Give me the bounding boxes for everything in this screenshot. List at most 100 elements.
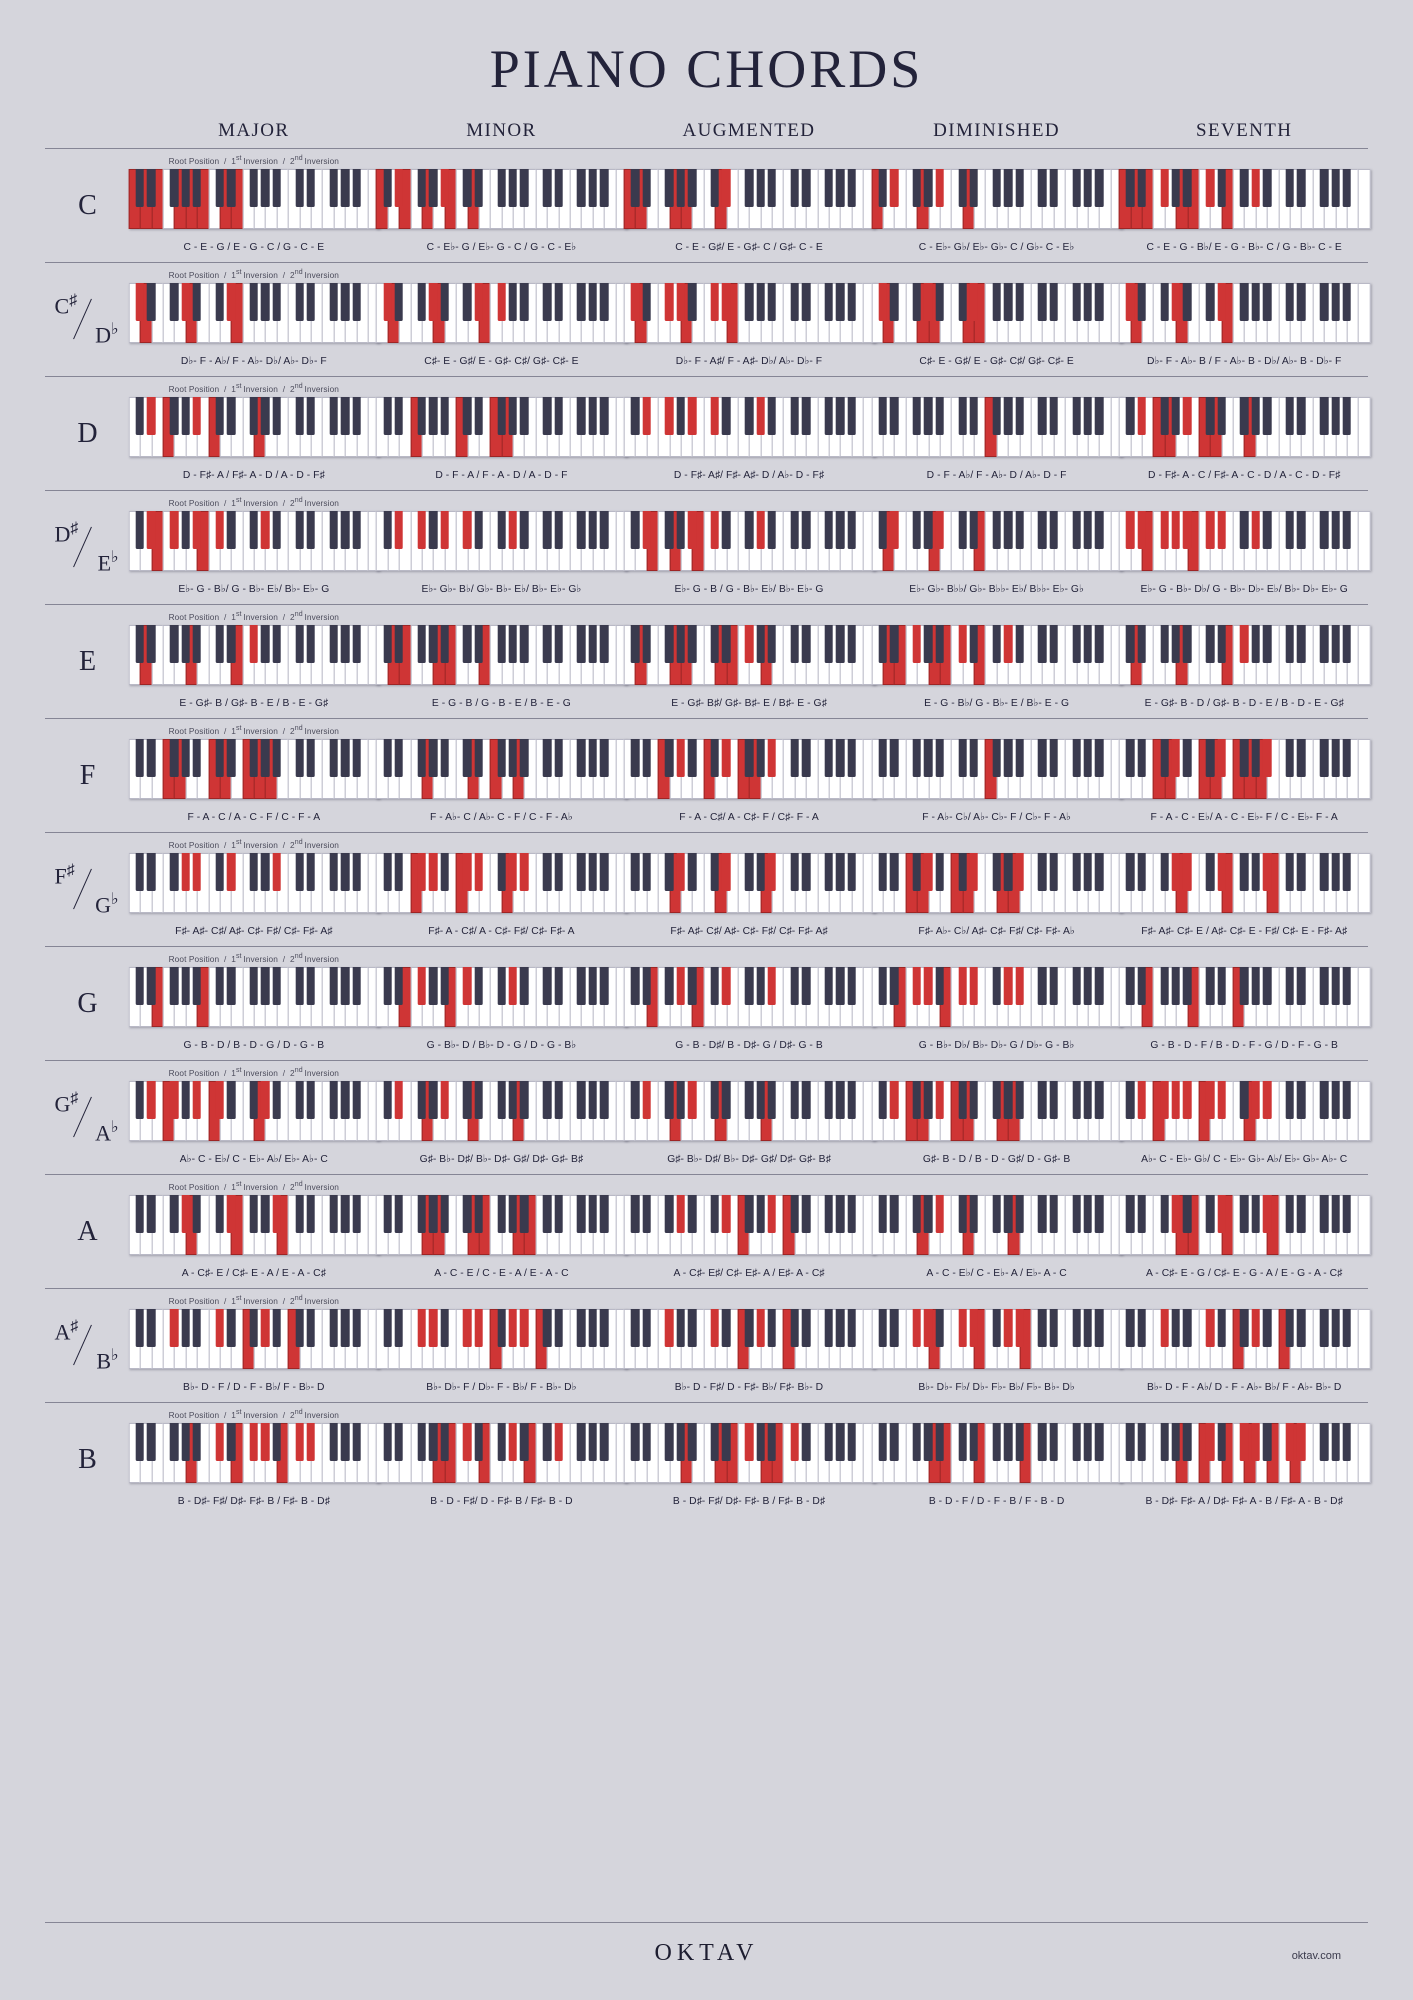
chord-cell[interactable]: G♯- B♭- D♯/ B♭- D♯- G♯/ D♯- G♯- B♯ — [376, 1061, 628, 1174]
chord-cell[interactable]: Root Position / 1st Inversion / 2nd Inve… — [128, 1403, 381, 1516]
chord-notes-label: G - B - D / B - D - G / D - G - B — [183, 1040, 325, 1051]
root-label: F — [79, 759, 96, 791]
root-note-cell: E — [45, 605, 130, 718]
piano-keyboard — [623, 1195, 876, 1255]
chord-cell[interactable]: A - C - E / C - E - A / E - A - C — [376, 1175, 628, 1288]
chord-notes-label: B - D♯- F♯/ D♯- F♯- B / F♯- B - D♯ — [672, 1496, 826, 1507]
white-key — [1358, 1195, 1371, 1255]
root-label: A — [77, 1215, 98, 1247]
chord-cell[interactable]: E - G♯- B♯/ G♯- B♯- E / B♯- E - G♯ — [623, 605, 876, 718]
chord-cell[interactable]: B - D♯- F♯/ D♯- F♯- B / F♯- B - D♯ — [623, 1403, 876, 1516]
column-header-minor: MINOR — [466, 120, 537, 141]
chord-notes-label: B♭- D - F♯/ D - F♯- B♭/ F♯- B♭- D — [674, 1382, 824, 1393]
chord-cell[interactable]: F - A - C♯/ A - C♯- F / C♯- F - A — [623, 719, 876, 832]
chord-cell[interactable]: Root Position / 1st Inversion / 2nd Inve… — [128, 1175, 381, 1288]
chord-cell[interactable]: F - A♭- C / A♭- C - F / C - F - A♭ — [376, 719, 628, 832]
chord-notes-label: A - C♯- E / C♯- E - A / E - A - C♯ — [181, 1268, 326, 1279]
piano-keyboard — [623, 169, 876, 229]
chord-cell[interactable]: E♭- G - B / G - B♭- E♭/ B♭- E♭- G — [623, 491, 876, 604]
chord-cell[interactable]: Root Position / 1st Inversion / 2nd Inve… — [128, 947, 381, 1060]
piano-keyboard — [623, 853, 876, 913]
chord-notes-label: A - C - E / C - E - A / E - A - C — [434, 1268, 569, 1279]
chord-notes-label: B♭- D♭- F / D♭- F - B♭/ F - B♭- D♭ — [426, 1382, 577, 1393]
chord-cell[interactable]: G - B - D♯/ B - D♯- G / D♯- G - B — [623, 947, 876, 1060]
chord-notes-label: F - A - C - E♭/ A - C - E♭- F / C - E♭- … — [1150, 812, 1338, 823]
piano-keyboard — [623, 625, 876, 685]
chord-cell[interactable]: F - A♭- C♭/ A♭- C♭- F / C♭- F - A♭ — [871, 719, 1123, 832]
chord-cell[interactable]: G - B♭- D / B♭- D - G / D - G - B♭ — [376, 947, 628, 1060]
chord-notes-label: D - F - A / F - A - D / A - D - F — [435, 470, 568, 481]
chord-cell[interactable]: E♭- G♭- B♭♭/ G♭- B♭♭- E♭/ B♭♭- E♭- G♭ — [871, 491, 1123, 604]
chord-cell[interactable]: B - D - F / D - F - B / F - B - D — [871, 1403, 1123, 1516]
chord-cell[interactable]: D - F - A♭/ F - A♭- D / A♭- D - F — [871, 377, 1123, 490]
chord-cell[interactable]: C - E - G♯/ E - G♯- C / G♯- C - E — [623, 149, 876, 262]
column-header-row: MAJOR MINOR AUGMENTED DIMINISHED SEVENTH — [45, 100, 1368, 148]
chord-cell[interactable]: Root Position / 1st Inversion / 2nd Inve… — [128, 377, 381, 490]
piano-keyboard — [623, 397, 876, 457]
chord-cell[interactable]: B - D - F♯/ D - F♯- B / F♯- B - D — [376, 1403, 628, 1516]
chord-cell[interactable]: Root Position / 1st Inversion / 2nd Inve… — [128, 263, 381, 376]
piano-keyboard — [128, 967, 381, 1027]
root-label: F♯ G♭ — [54, 861, 119, 918]
chord-cell[interactable]: B♭- D - F - A♭/ D - F - A♭- B♭/ F - A♭- … — [1118, 1289, 1371, 1402]
chord-cell[interactable]: E♭- G♭- B♭/ G♭- B♭- E♭/ B♭- E♭- G♭ — [376, 491, 628, 604]
chord-cell[interactable]: Root Position / 1st Inversion / 2nd Inve… — [128, 605, 381, 718]
chord-cell[interactable]: D - F - A / F - A - D / A - D - F — [376, 377, 628, 490]
chord-cell[interactable]: G - B♭- D♭/ B♭- D♭- G / D♭- G - B♭ — [871, 947, 1123, 1060]
chord-cell[interactable]: B♭- D♭- F♭/ D♭- F♭- B♭/ F♭- B♭- D♭ — [871, 1289, 1123, 1402]
chord-cell[interactable]: F♯- A - C♯/ A - C♯- F♯/ C♯- F♯- A — [376, 833, 628, 946]
chord-cell[interactable]: Root Position / 1st Inversion / 2nd Inve… — [128, 1289, 381, 1402]
piano-keyboard — [376, 1309, 628, 1369]
chord-cell[interactable]: D - F♯- A - C / F♯- A - C - D / A - C - … — [1118, 377, 1371, 490]
piano-keyboard — [871, 1195, 1123, 1255]
chord-notes-label: D♭- F - A♭- B / F - A♭- B - D♭/ A♭- B - … — [1146, 356, 1342, 367]
chord-cell[interactable]: A♭- C - E♭- G♭/ C - E♭- G♭- A♭/ E♭- G♭- … — [1118, 1061, 1371, 1174]
chord-cell[interactable]: C - E - G - B♭/ E - G - B♭- C / G - B♭- … — [1118, 149, 1371, 262]
row-divider — [45, 604, 1368, 605]
chord-cell[interactable]: C♯- E - G♯/ E - G♯- C♯/ G♯- C♯- E — [376, 263, 628, 376]
chord-cell[interactable]: F - A - C - E♭/ A - C - E♭- F / C - E♭- … — [1118, 719, 1371, 832]
chord-cell[interactable]: F♯- A♯- C♯/ A♯- C♯- F♯/ C♯- F♯- A♯ — [623, 833, 876, 946]
chord-cell[interactable]: Root Position / 1st Inversion / 2nd Inve… — [128, 833, 381, 946]
chord-cell[interactable]: A - C♯- E♯/ C♯- E♯- A / E♯- A - C♯ — [623, 1175, 876, 1288]
chord-cell[interactable]: E - G♯- B - D / G♯- B - D - E / B - D - … — [1118, 605, 1371, 718]
piano-keyboard — [871, 397, 1123, 457]
chord-cell[interactable]: B - D♯- F♯- A / D♯- F♯- A - B / F♯- A - … — [1118, 1403, 1371, 1516]
chord-cell[interactable]: B♭- D - F♯/ D - F♯- B♭/ F♯- B♭- D — [623, 1289, 876, 1402]
chord-cell[interactable]: G♯- B♭- D♯/ B♭- D♯- G♯/ D♯- G♯- B♯ — [623, 1061, 876, 1174]
chord-cell[interactable]: F♯- A♭- C♭/ A♯- C♯- F♯/ C♯- F♯- A♭ — [871, 833, 1123, 946]
chord-cell[interactable]: Root Position / 1st Inversion / 2nd Inve… — [128, 719, 381, 832]
chord-notes-label: G♯- B♭- D♯/ B♭- D♯- G♯/ D♯- G♯- B♯ — [419, 1154, 584, 1165]
chord-cell[interactable]: B♭- D♭- F / D♭- F - B♭/ F - B♭- D♭ — [376, 1289, 628, 1402]
chord-cell[interactable]: D - F♯- A♯/ F♯- A♯- D / A♭- D - F♯ — [623, 377, 876, 490]
piano-keyboard — [871, 1081, 1123, 1141]
piano-keyboard — [1118, 1309, 1371, 1369]
chord-cell[interactable]: F♯- A♯- C♯- E / A♯- C♯- E - F♯/ C♯- E - … — [1118, 833, 1371, 946]
chord-notes-label: G♯- B - D / B - D - G♯/ D - G♯- B — [922, 1154, 1071, 1165]
chord-cell[interactable]: E - G - B♭/ G - B♭- E / B♭- E - G — [871, 605, 1123, 718]
chord-cell[interactable]: G - B - D - F / B - D - F - G / D - F - … — [1118, 947, 1371, 1060]
chord-cell[interactable]: Root Position / 1st Inversion / 2nd Inve… — [128, 491, 381, 604]
chord-cell[interactable]: C♯- E - G♯/ E - G♯- C♯/ G♯- C♯- E — [871, 263, 1123, 376]
chord-cell[interactable]: A - C♯- E - G / C♯- E - G - A / E - G - … — [1118, 1175, 1371, 1288]
chord-notes-label: F♯- A♯- C♯/ A♯- C♯- F♯/ C♯- F♯- A♯ — [175, 926, 333, 937]
piano-keyboard — [128, 1081, 381, 1141]
chord-notes-label: G♯- B♭- D♯/ B♭- D♯- G♯/ D♯- G♯- B♯ — [667, 1154, 831, 1165]
root-note-cell: A — [45, 1175, 130, 1288]
chord-cell[interactable]: Root Position / 1st Inversion / 2nd Inve… — [128, 1061, 381, 1174]
chord-cell[interactable]: C - E♭- G♭/ E♭- G♭- C / G♭- C - E♭ — [871, 149, 1123, 262]
chord-cell[interactable]: Root Position / 1st Inversion / 2nd Inve… — [128, 149, 381, 262]
piano-keyboard — [871, 739, 1123, 799]
piano-keyboard — [1118, 511, 1371, 571]
chord-cell[interactable]: A - C - E♭/ C - E♭- A / E♭- A - C — [871, 1175, 1123, 1288]
piano-keyboard — [128, 1423, 381, 1483]
chord-cell[interactable]: C - E♭- G / E♭- G - C / G - C - E♭ — [376, 149, 628, 262]
chord-cell[interactable]: D♭- F - A♯/ F - A♯- D♭/ A♭- D♭- F — [623, 263, 876, 376]
chord-cell[interactable]: G♯- B - D / B - D - G♯/ D - G♯- B — [871, 1061, 1123, 1174]
chord-notes-label: D♭- F - A♯/ F - A♯- D♭/ A♭- D♭- F — [675, 356, 823, 367]
chord-cell[interactable]: E - G - B / G - B - E / B - E - G — [376, 605, 628, 718]
chord-cell[interactable]: D♭- F - A♭- B / F - A♭- B - D♭/ A♭- B - … — [1118, 263, 1371, 376]
root-note-cell: G♯ A♭ — [45, 1061, 130, 1174]
chord-cell[interactable]: E♭- G - B♭- D♭/ G - B♭- D♭- E♭/ B♭- D♭- … — [1118, 491, 1371, 604]
column-header-major: MAJOR — [218, 120, 290, 141]
